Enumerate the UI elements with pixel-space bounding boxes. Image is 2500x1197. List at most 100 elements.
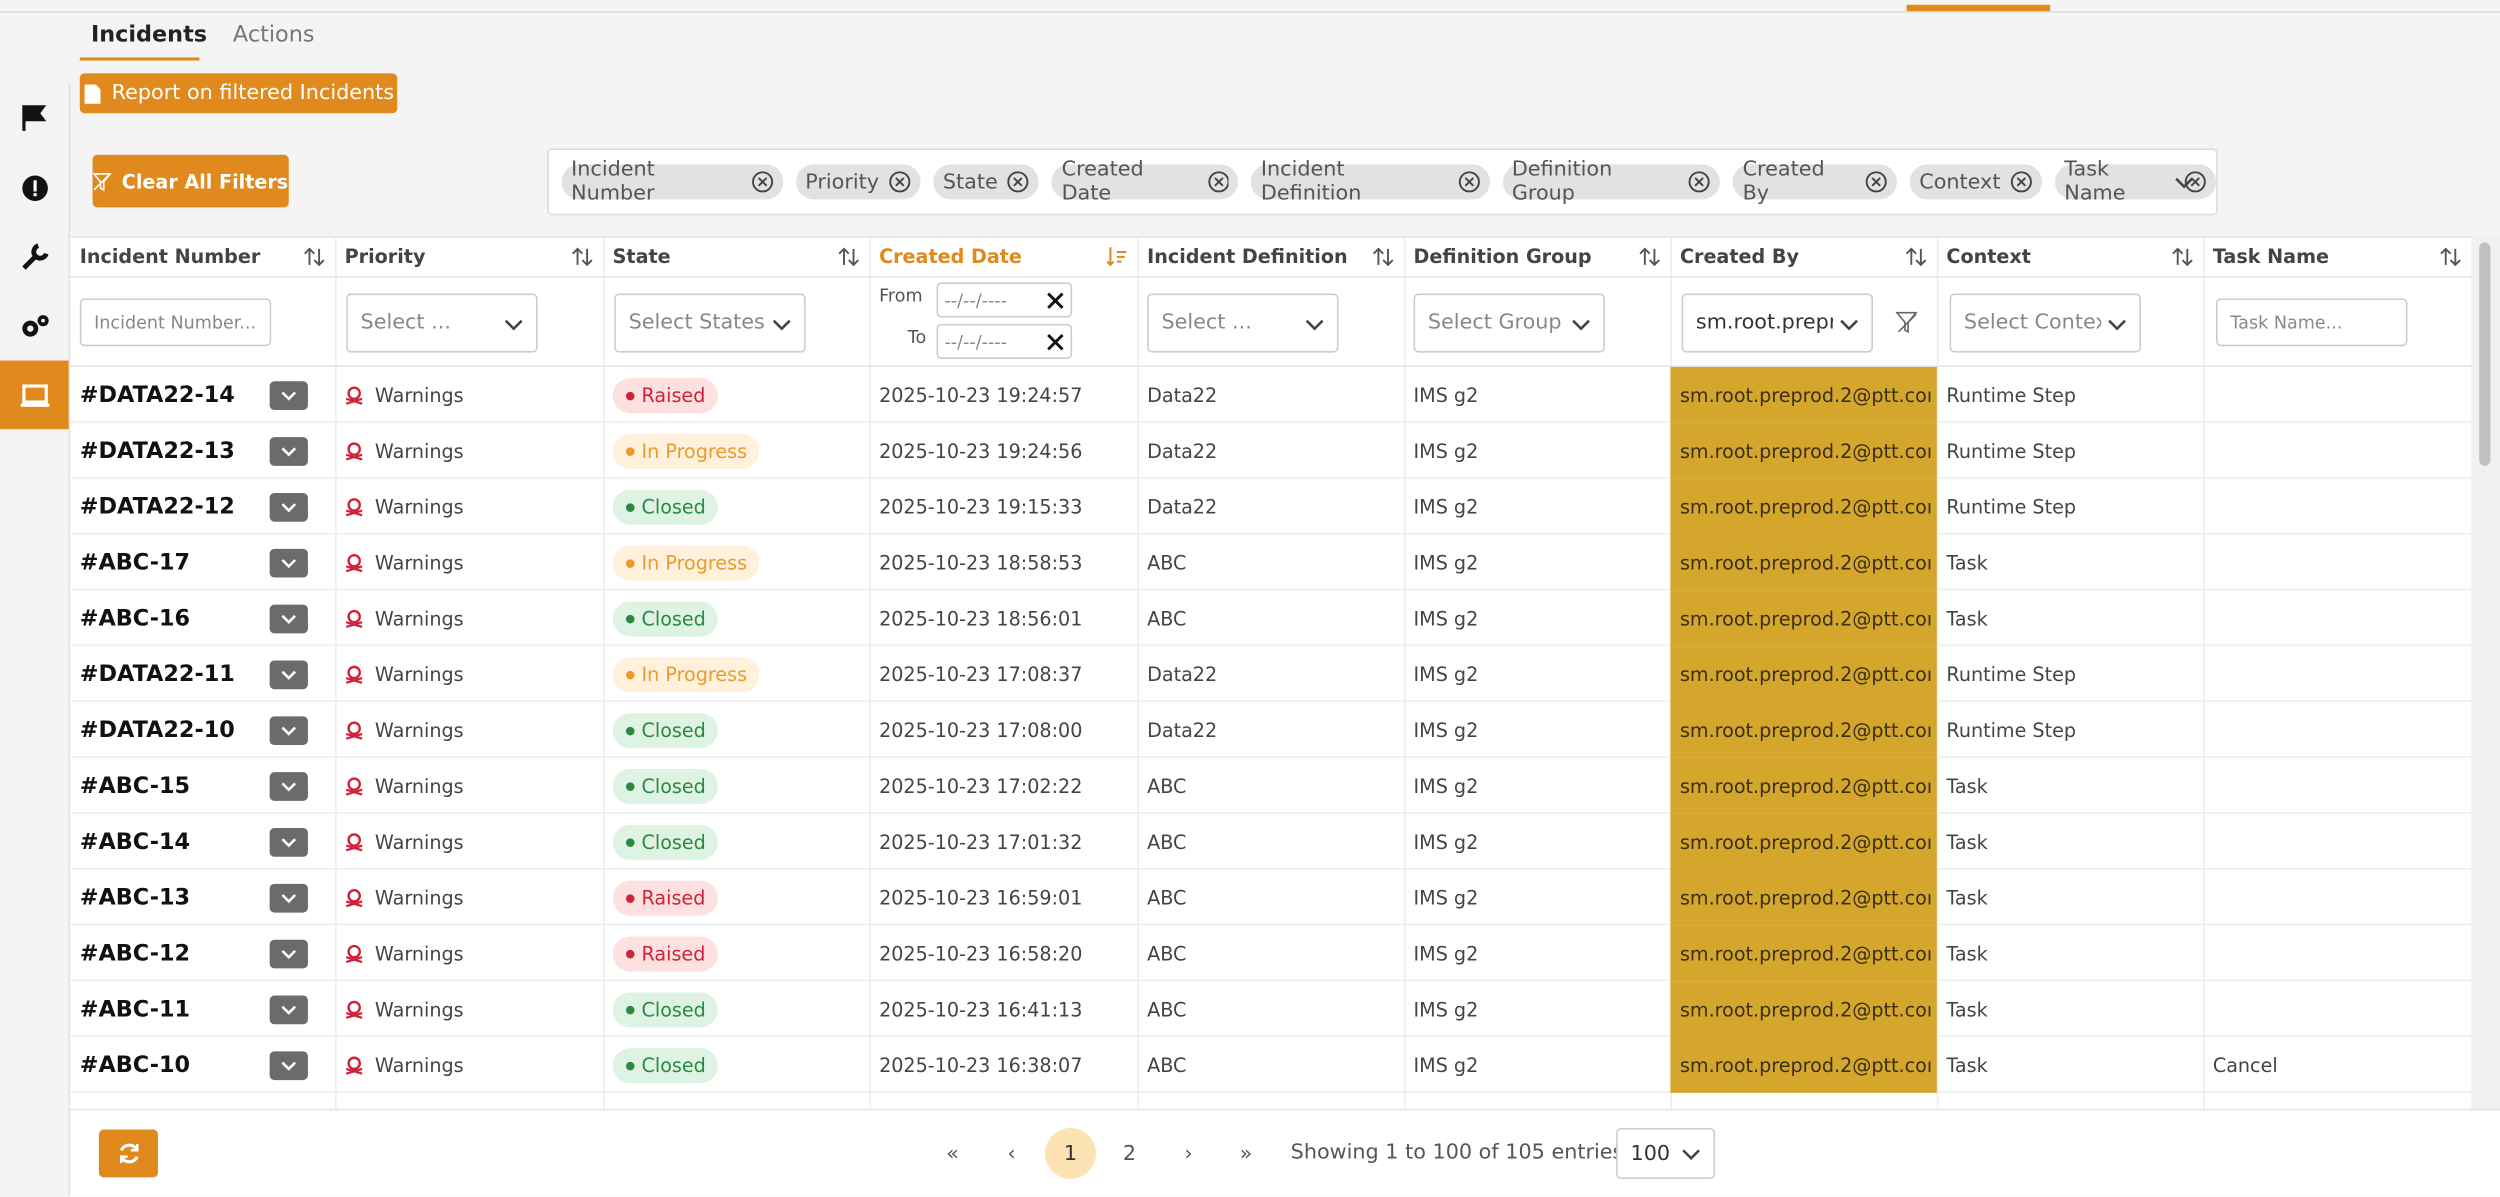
select-filter[interactable]: sm.root.preprod.2@ptt.com <box>1681 293 1873 353</box>
incident-id[interactable]: #ABC-12 <box>79 940 191 967</box>
sort-icon[interactable] <box>571 246 593 268</box>
table-cell: IMS g2 <box>1414 367 1664 423</box>
state: Closed <box>641 830 706 853</box>
incident-id[interactable]: #ABC-16 <box>79 605 191 631</box>
clear-date[interactable] <box>1047 291 1065 309</box>
expand-button[interactable] <box>269 827 308 856</box>
chevron[interactable] <box>2173 171 2195 193</box>
table-cell: 2025-10-23 17:08:37 <box>879 646 1131 702</box>
incident-id[interactable]: #DATA22-10 <box>79 717 235 743</box>
column-header[interactable]: Task Name <box>2212 245 2330 269</box>
sort-icon[interactable] <box>2439 246 2461 268</box>
date-input[interactable]: --/--/---- <box>936 323 1073 359</box>
select-filter[interactable]: Select Group <box>1413 293 1605 353</box>
chip-remove[interactable] <box>1865 171 1888 193</box>
state-pill: ● Closed <box>612 824 719 860</box>
page-size-select[interactable]: 100 <box>1616 1127 1716 1180</box>
column-header[interactable]: State <box>612 245 671 269</box>
report-button[interactable]: Report on filtered Incidents <box>79 73 398 114</box>
chip-remove[interactable] <box>2184 171 2207 193</box>
state-pill: ● In Progress <box>612 544 760 580</box>
select-filter[interactable]: Select ... <box>346 293 538 353</box>
cell-text: 2025-10-23 19:15:33 <box>879 495 1083 518</box>
expand-button[interactable] <box>269 380 308 410</box>
chip-remove[interactable] <box>751 171 774 193</box>
sort-icon[interactable] <box>1905 246 1927 268</box>
expand-button[interactable] <box>269 994 308 1024</box>
sort-icon[interactable] <box>1106 246 1128 268</box>
sort-icon[interactable] <box>838 246 860 268</box>
sort-icon[interactable] <box>1638 246 1660 268</box>
expand-button[interactable] <box>269 938 308 968</box>
sort-icon[interactable] <box>303 246 325 268</box>
table-cell: 2025-10-23 16:58:20 <box>879 925 1131 981</box>
first-page[interactable]: « <box>946 1141 959 1166</box>
wrench-icon[interactable] <box>19 241 51 273</box>
tab-underline <box>79 57 200 61</box>
clear-date[interactable] <box>1047 333 1065 351</box>
incident-id[interactable]: #DATA22-13 <box>79 437 235 464</box>
column-header[interactable]: Context <box>1946 245 2031 269</box>
gears-icon[interactable] <box>19 311 51 343</box>
text-filter[interactable]: Incident Number... <box>79 298 272 347</box>
expand-button[interactable] <box>269 603 308 633</box>
column-header[interactable]: Priority <box>344 245 426 269</box>
chip-remove[interactable] <box>1689 171 1711 193</box>
page-button[interactable]: 2 <box>1122 1141 1137 1166</box>
select-filter[interactable]: Select States <box>614 293 806 353</box>
incident-id[interactable]: #ABC-17 <box>79 549 191 576</box>
column-header[interactable]: Incident Number <box>79 245 261 269</box>
incident-id[interactable]: #ABC-14 <box>79 828 191 855</box>
sort-icon[interactable] <box>1372 246 1394 268</box>
incident-id[interactable]: #DATA22-14 <box>79 382 235 408</box>
date-input[interactable]: --/--/---- <box>936 282 1073 318</box>
column-header[interactable]: Definition Group <box>1413 245 1592 269</box>
expand-button[interactable] <box>269 659 308 689</box>
chip-remove[interactable] <box>1007 171 1030 193</box>
alert-icon[interactable] <box>19 172 51 204</box>
prev-page[interactable]: ‹ <box>1007 1141 1016 1166</box>
expand-button[interactable] <box>269 771 308 801</box>
table-cell: #DATA22-10 <box>80 702 329 758</box>
select-filter[interactable]: Select Context <box>1949 293 2142 353</box>
expand-button[interactable] <box>269 883 308 912</box>
expand-button[interactable] <box>269 548 308 577</box>
text-filter[interactable]: Task Name... <box>2216 298 2408 347</box>
cell-text: IMS g2 <box>1413 551 1479 574</box>
column-header[interactable]: Created By <box>1679 245 1799 269</box>
incident-id[interactable]: #DATA22-12 <box>79 493 235 520</box>
table-cell: #DATA22-13 <box>80 423 329 479</box>
page-button[interactable]: 1 <box>1044 1127 1097 1180</box>
clear-filter-icon[interactable] <box>1895 311 1918 334</box>
tab[interactable]: Actions <box>232 22 315 48</box>
chevron <box>1305 318 1324 330</box>
incident-id[interactable]: #DATA22-11 <box>79 661 235 687</box>
expand-button[interactable] <box>269 436 308 466</box>
chip-remove[interactable] <box>1458 171 1480 193</box>
sort-icon[interactable] <box>2171 246 2193 268</box>
incident-id[interactable]: #ABC-13 <box>79 884 191 911</box>
chip-remove[interactable] <box>2010 171 2032 193</box>
table-cell: 2025-10-23 16:59:01 <box>879 869 1131 925</box>
clear-filters-button[interactable]: Clear All Filters <box>92 154 289 208</box>
chip-remove[interactable] <box>1207 171 1229 193</box>
expand-button[interactable] <box>269 1050 308 1080</box>
column-header[interactable]: Created Date <box>879 245 1022 269</box>
chip-remove[interactable] <box>889 171 911 193</box>
table-cell: #DATA22-11 <box>80 646 329 702</box>
next-page[interactable]: › <box>1184 1141 1193 1166</box>
incident-id[interactable]: #ABC-15 <box>79 772 191 799</box>
refresh-button[interactable] <box>98 1129 158 1178</box>
active-nav[interactable] <box>0 360 69 430</box>
incident-id[interactable]: #ABC-10 <box>79 1052 191 1078</box>
last-page[interactable]: » <box>1239 1141 1253 1166</box>
column-header[interactable]: Incident Definition <box>1147 245 1348 269</box>
table-cell <box>2213 925 2465 981</box>
select-filter[interactable]: Select ... <box>1147 293 1339 353</box>
incident-id[interactable]: #ABC-11 <box>79 996 191 1022</box>
expand-button[interactable] <box>269 492 308 521</box>
tab[interactable]: Incidents <box>90 22 208 48</box>
flag-icon[interactable] <box>19 102 51 134</box>
scroll-thumb[interactable] <box>2479 242 2491 466</box>
expand-button[interactable] <box>269 715 308 745</box>
